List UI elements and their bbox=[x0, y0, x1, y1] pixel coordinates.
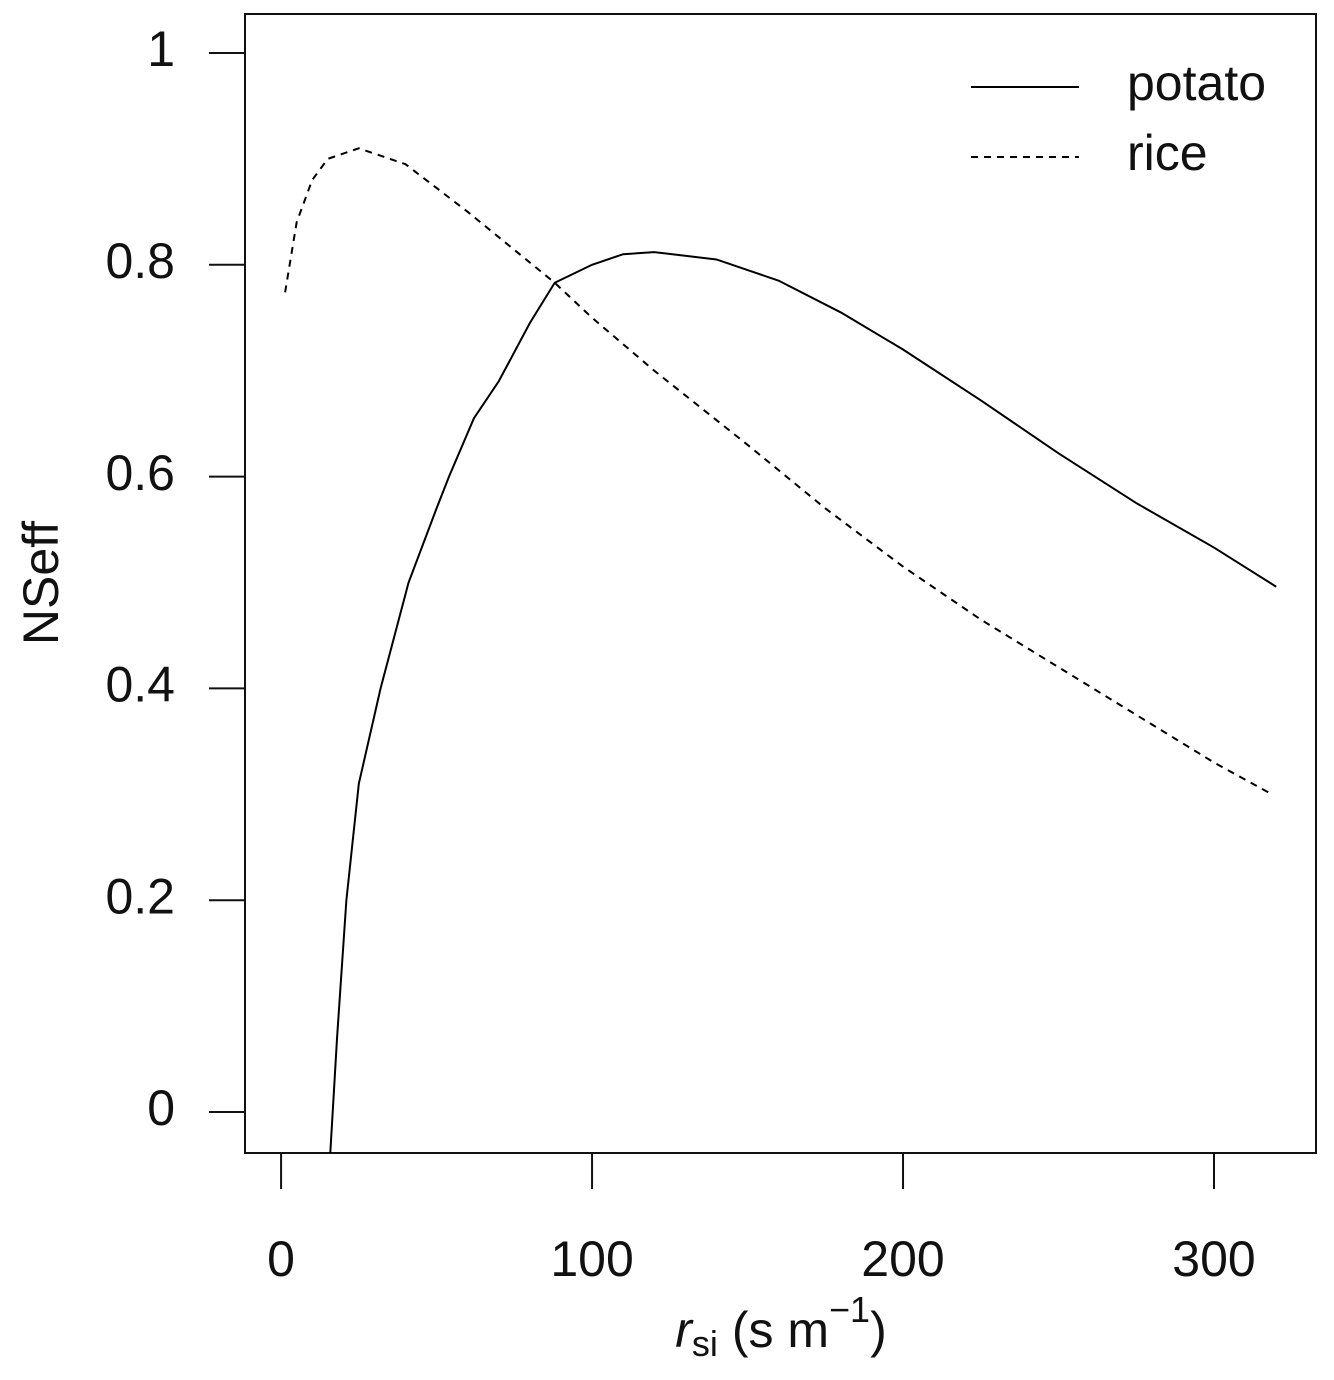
x-label-unit: (s m bbox=[718, 1302, 829, 1358]
y-tick-label: 0.2 bbox=[105, 868, 175, 924]
series-line bbox=[284, 147, 1271, 795]
y-tick-label: 1 bbox=[147, 21, 175, 77]
x-tick-label: 200 bbox=[861, 1231, 944, 1287]
x-label-superscript: −1 bbox=[829, 1289, 870, 1330]
y-tick-label: 0 bbox=[147, 1080, 175, 1136]
y-tick-label: 0.6 bbox=[105, 445, 175, 501]
plot-frame bbox=[244, 13, 1317, 1154]
x-tick-label: 0 bbox=[267, 1231, 295, 1287]
legend-label: potato bbox=[1127, 55, 1266, 111]
y-tick-label: 0.4 bbox=[105, 657, 175, 713]
legend-label: rice bbox=[1127, 125, 1208, 181]
y-tick-label: 0.8 bbox=[105, 233, 175, 289]
y-axis-label: NSeff bbox=[13, 521, 69, 645]
x-axis-label: rsi (s m−1) bbox=[675, 1289, 886, 1364]
x-tick-label: 100 bbox=[550, 1231, 633, 1287]
x-label-subscript: si bbox=[692, 1323, 718, 1364]
x-label-symbol: r bbox=[675, 1302, 694, 1358]
series-line bbox=[329, 251, 1277, 1153]
x-tick-label: 300 bbox=[1172, 1231, 1255, 1287]
x-label-close: ) bbox=[870, 1302, 887, 1358]
